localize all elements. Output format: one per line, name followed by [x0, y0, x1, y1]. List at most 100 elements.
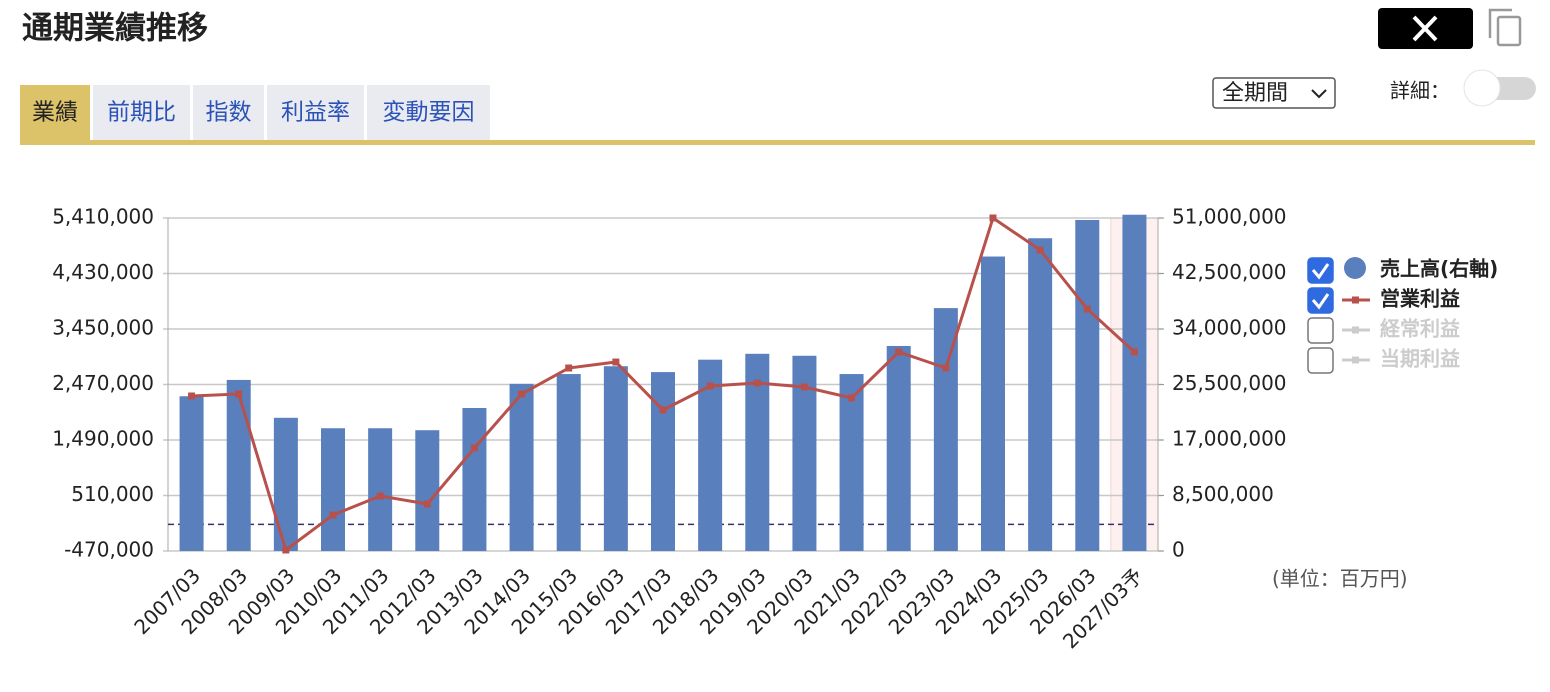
- legend-checkbox: [1307, 287, 1334, 314]
- tab-bg: [20, 85, 90, 140]
- legend-marker: [1344, 257, 1366, 279]
- y2-tick-label: 17,000,000: [1172, 427, 1287, 451]
- bar: [179, 396, 204, 551]
- tab-label: 指数: [206, 100, 252, 126]
- line-point: [188, 392, 196, 400]
- legend-marker-point: [1352, 356, 1359, 364]
- tab-underline: [20, 140, 1535, 145]
- line-point: [1036, 246, 1044, 254]
- legend-label: 当期利益: [1380, 347, 1460, 371]
- detail-toggle[interactable]: [1463, 69, 1536, 107]
- tab-bg: [193, 85, 264, 140]
- y2-tick-label: 8,500,000: [1172, 482, 1274, 506]
- y-tick-label: -470,000: [64, 538, 154, 562]
- line-point: [235, 390, 243, 398]
- tab[interactable]: 業績: [20, 85, 90, 140]
- copy-icon-back: [1488, 8, 1512, 38]
- line-point: [565, 364, 573, 372]
- bar: [1075, 219, 1100, 552]
- line-point: [282, 546, 290, 554]
- bar: [745, 353, 770, 551]
- line-point: [848, 394, 856, 402]
- line-point: [423, 500, 431, 508]
- legend-checkbox: [1307, 347, 1334, 374]
- tab-label: 業績: [32, 100, 78, 126]
- chart: -470,000 510,000 1,490,000 2,470,000 3,450,0…: [52, 205, 1498, 654]
- tab[interactable]: 変動要因: [367, 85, 490, 140]
- tab-label: 利益率: [281, 100, 350, 126]
- legend-item[interactable]: 経常利益: [1307, 317, 1460, 344]
- bar: [273, 417, 298, 551]
- tab[interactable]: 前期比: [93, 85, 190, 140]
- tab-bg: [93, 85, 190, 140]
- line-point: [376, 492, 384, 500]
- tab[interactable]: 指数: [193, 85, 264, 140]
- copy-icon-front: [1496, 15, 1522, 47]
- legend-check: [1311, 263, 1330, 280]
- legend-item[interactable]: 営業利益: [1307, 287, 1460, 314]
- line-point: [989, 214, 997, 222]
- bar: [603, 366, 628, 551]
- tab-bg: [267, 85, 364, 140]
- bar: [321, 428, 345, 551]
- bar: [1122, 214, 1147, 551]
- legend-label: 営業利益: [1380, 287, 1460, 311]
- legend-item[interactable]: 売上高(右軸): [1307, 257, 1498, 284]
- bar: [415, 430, 440, 551]
- legend-marker-point: [1352, 296, 1359, 304]
- line-point: [753, 379, 761, 387]
- detail-label: 詳細：: [1390, 79, 1450, 103]
- bar: [651, 372, 675, 551]
- y-tick-label: 1,490,000: [52, 427, 154, 451]
- legend-checkbox: [1307, 317, 1334, 344]
- line-point: [470, 444, 478, 452]
- legend-label: 売上高(右軸): [1380, 257, 1498, 281]
- legend-marker-point: [1352, 326, 1359, 334]
- bar: [839, 374, 864, 551]
- line-point: [706, 382, 714, 390]
- toggle-knob: [1463, 69, 1501, 107]
- period-select[interactable]: 全期間: [1212, 77, 1336, 109]
- bar: [886, 345, 911, 551]
- bar: [368, 428, 393, 551]
- bar: [462, 408, 487, 551]
- y2-tick-label: 42,500,000: [1172, 260, 1287, 284]
- bar: [226, 379, 251, 551]
- y-tick-label: 510,000: [71, 482, 154, 506]
- tab[interactable]: 利益率: [267, 85, 364, 140]
- y-tick-label: 3,450,000: [52, 316, 154, 340]
- share-x-button[interactable]: [1378, 8, 1473, 49]
- y-tick-label: 2,470,000: [52, 371, 154, 395]
- line-point: [1130, 348, 1138, 356]
- select-label: 全期間: [1222, 81, 1288, 106]
- line-point: [1083, 305, 1091, 313]
- tab-label: 変動要因: [383, 100, 475, 126]
- y2-tick-label: 51,000,000: [1172, 205, 1287, 229]
- legend-label: 経常利益: [1380, 317, 1460, 341]
- legend-check: [1311, 293, 1330, 310]
- y2-tick-label: 25,500,000: [1172, 371, 1287, 395]
- tab-label: 前期比: [107, 100, 176, 126]
- page-title: 通期業績推移: [22, 11, 208, 47]
- bar: [1028, 238, 1053, 551]
- line-point: [895, 348, 903, 356]
- tab-bar: 業績 前期比 指数 利益率 変動要因: [20, 85, 490, 140]
- y2-tick-label: 0: [1172, 538, 1185, 562]
- select-box: [1212, 77, 1336, 109]
- line-point: [612, 358, 620, 366]
- share-x-icon: [1412, 15, 1438, 42]
- bar: [509, 383, 534, 551]
- bar: [556, 374, 581, 551]
- y-tick-label: 5,410,000: [52, 205, 154, 229]
- bar: [933, 308, 958, 551]
- unit-annotation: (単位：百万円): [1272, 567, 1408, 591]
- line-point: [659, 406, 667, 414]
- bar: [981, 256, 1005, 551]
- line-point: [518, 390, 526, 398]
- line-point: [942, 364, 950, 372]
- copy-button[interactable]: [1488, 8, 1522, 47]
- legend-item[interactable]: 当期利益: [1307, 347, 1460, 374]
- line-point: [800, 383, 808, 391]
- y-tick-label: 4,430,000: [52, 260, 154, 284]
